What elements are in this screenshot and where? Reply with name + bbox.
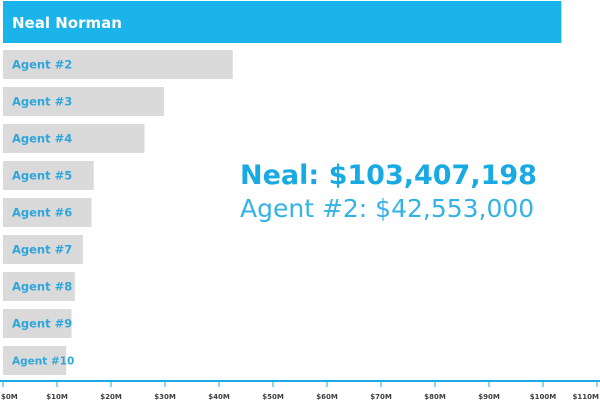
bar-label-agent-6: Agent #6 <box>12 206 72 220</box>
bar-agent-4 <box>3 124 145 153</box>
x-tick-label: $90M <box>478 393 500 401</box>
x-tick-label: $40M <box>208 393 230 401</box>
value-callout: Neal: $103,407,198 Agent #2: $42,553,000 <box>240 162 537 221</box>
bar-label-agent-10: Agent #10 <box>12 356 74 368</box>
bar-agent-10 <box>3 346 67 375</box>
bar-agent-9 <box>3 309 72 338</box>
x-tick-label: $80M <box>424 393 446 401</box>
x-tick-label: $0M <box>1 393 18 401</box>
x-tick-label: $100M <box>530 393 556 401</box>
bar-neal-norman <box>3 1 562 43</box>
bar-label-agent-7: Agent #7 <box>12 243 72 257</box>
bar-agent-3 <box>3 87 164 116</box>
bar-agent-7 <box>3 235 83 264</box>
bar-agent-2 <box>3 50 233 79</box>
bar-label-agent-3: Agent #3 <box>12 95 72 109</box>
bar-agent-6 <box>3 198 92 227</box>
x-tick-label: $110M <box>573 393 599 401</box>
bar-label-agent-5: Agent #5 <box>12 169 72 183</box>
x-tick-label: $70M <box>370 393 392 401</box>
bar-label-agent-8: Agent #8 <box>12 280 72 294</box>
x-tick-label: $10M <box>46 393 68 401</box>
x-tick-label: $20M <box>100 393 122 401</box>
bar-label-agent-9: Agent #9 <box>12 317 72 331</box>
x-tick-label: $60M <box>316 393 338 401</box>
x-tick-label: $50M <box>262 393 284 401</box>
bar-agent-5 <box>3 161 94 190</box>
bar-label-agent-4: Agent #4 <box>12 132 72 146</box>
bar-label-neal-norman: Neal Norman <box>12 14 122 32</box>
top-agent-callout: Neal: $103,407,198 <box>240 160 537 191</box>
second-agent-callout: Agent #2: $42,553,000 <box>240 194 535 223</box>
x-tick-label: $30M <box>154 393 176 401</box>
bar-agent-8 <box>3 272 75 301</box>
bar-label-agent-2: Agent #2 <box>12 58 72 72</box>
